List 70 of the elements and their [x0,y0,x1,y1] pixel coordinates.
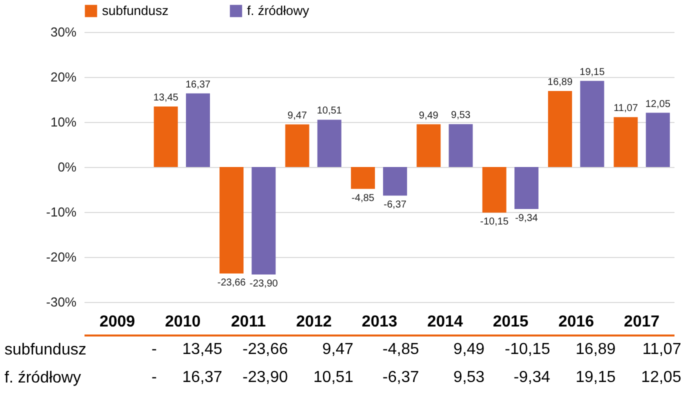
bar [548,90,572,167]
y-tick-label: 20% [50,70,77,84]
data-label: 16,89 [576,341,616,358]
data-label: -9,34 [514,369,550,386]
text: -23,66 [217,277,246,288]
data-label: -6,37 [382,369,420,386]
data-label: 12,05 [641,369,682,386]
legend-label: subfundusz [102,3,168,18]
x-tick-label: 2013 [362,314,398,330]
data-label: 19,15 [576,369,616,386]
data-label: -10,15 [504,341,550,358]
text: -9,34 [515,213,538,224]
y-tick-label: -20% [46,250,77,264]
bar [383,167,408,196]
text: subfundusz [4,342,86,358]
text: 9,47 [288,110,307,122]
data-label: 9,49 [453,341,485,358]
text: 16,37 [185,79,210,90]
data-label: -23,66 [242,341,288,358]
text: 16,89 [548,76,573,88]
bar [220,167,244,274]
y-tick-label: 0% [58,160,77,174]
y-tick-label: 10% [50,114,77,130]
x-tick-label: 2016 [558,314,594,330]
bar [514,167,538,210]
bar [350,167,375,189]
data-label: 11,07 [642,341,682,358]
x-tick-label: 2015 [492,314,529,330]
text: 9,49 [418,110,438,122]
x-tick-label: 2009 [99,314,136,330]
text: 13,45 [153,92,178,104]
text: - [151,341,157,358]
data-label: 10,51 [313,369,354,386]
bar [186,93,210,167]
data-label: -4,85 [382,341,420,358]
x-tick-label: 2012 [296,314,332,330]
data-label: 16,37 [182,369,222,386]
x-tick-label: 2014 [427,314,463,330]
bar [285,124,310,167]
y-tick-label: -10% [46,204,77,220]
bar [448,124,473,167]
text: -4,85 [352,192,374,204]
text: -10,15 [480,216,509,228]
text: - [151,369,157,386]
bar [154,106,178,167]
text: f. źródłowy [4,370,81,386]
x-tick-label: 2010 [165,314,201,330]
x-tick-label: 2017 [624,314,660,330]
text: 10,51 [316,106,342,117]
data-label: 9,47 [322,341,354,358]
x-tick-label: 2011 [231,314,266,330]
text: 11,07 [614,103,638,114]
data-label: 9,53 [453,369,485,386]
bar [580,80,604,167]
data-label: 13,45 [182,341,222,358]
y-tick-label: 30% [50,24,77,40]
text: 19,15 [580,66,605,78]
bar [317,120,342,167]
text: -6,37 [384,200,406,211]
text: 12,05 [645,98,670,110]
data-label: -23,90 [242,369,288,386]
text: 9,53 [451,110,470,122]
legend-label: f. źródłowy [247,3,310,18]
bar [482,167,506,213]
y-tick-label: -30% [46,294,77,310]
text: -23,90 [249,278,278,290]
bar [646,112,670,167]
bar [614,117,638,167]
bar [416,124,441,167]
bar [252,167,276,275]
